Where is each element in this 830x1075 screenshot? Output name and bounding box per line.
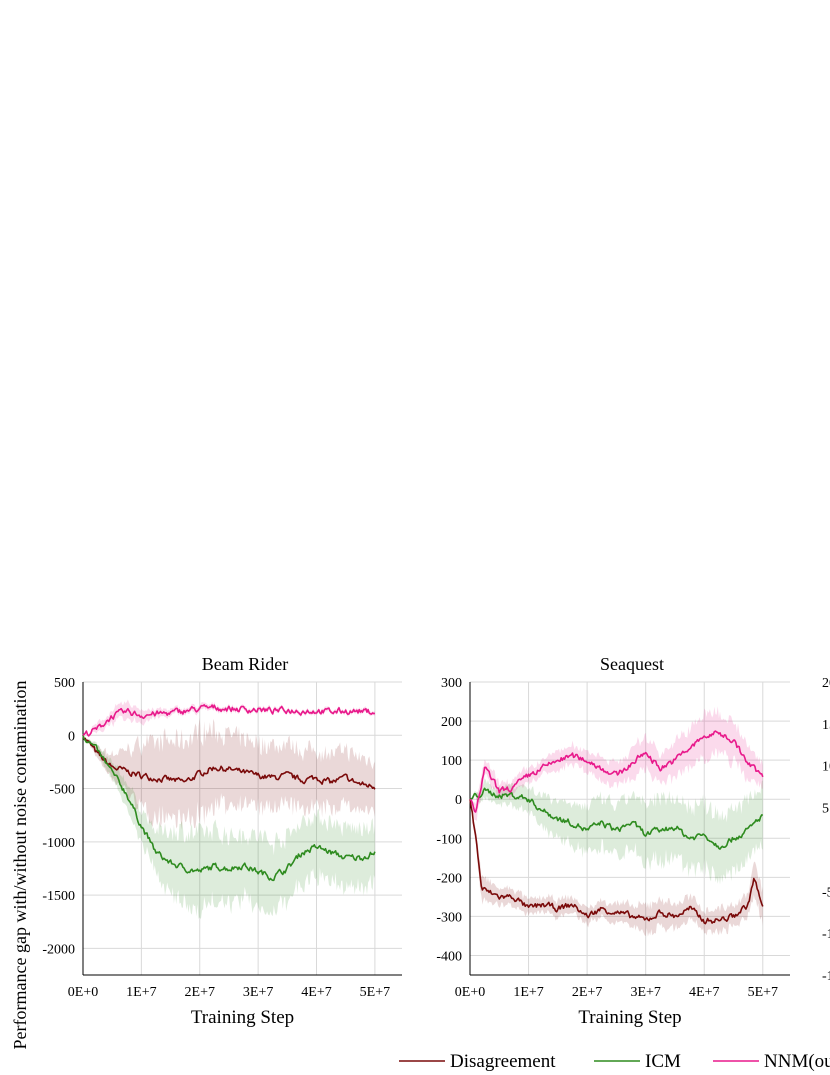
x-axis-label: Training Step: [191, 1007, 294, 1028]
y-tick-label: 0: [68, 729, 75, 744]
y-tick-label: -1000: [42, 836, 75, 851]
y-tick-label: -10: [822, 927, 830, 942]
chart-title: Seaquest: [600, 654, 664, 674]
y-tick-label: 5: [822, 802, 829, 817]
band-icm: [470, 778, 763, 885]
panel-beam-rider: 500 0 -500 -1000 -1500 -2000 0E+0 1E+7 2E+7 3E+7 4…: [42, 654, 402, 1028]
x-tick-label: 5E+7: [360, 985, 390, 1000]
series-line-icm: [469, 787, 763, 850]
x-tick-label: 4E+7: [301, 985, 331, 1000]
band-disagreement: [83, 717, 375, 830]
y-tick-label: -5: [822, 885, 830, 900]
series-line-disagreement: [469, 799, 764, 925]
y-axis-label: Performance gap with/without noise conta…: [10, 681, 30, 1050]
x-axis-label: Training Step: [578, 1007, 681, 1028]
legend-label-icm: ICM: [645, 1051, 681, 1072]
x-tick-label: 1E+7: [513, 985, 543, 1000]
x-tick-label: 4E+7: [689, 985, 719, 1000]
x-tick-label: 3E+7: [243, 985, 273, 1000]
y-tick-label: 20: [822, 676, 830, 691]
y-tick-label: -15: [822, 969, 830, 984]
chart-title: Beam Rider: [202, 654, 288, 674]
x-tick-label: 0E+0: [455, 985, 485, 1000]
x-tick-label: 3E+7: [630, 985, 660, 1000]
panel-third: 20 15 10 5 -5 -10 -15: [822, 676, 830, 984]
y-tick-label: 200: [441, 715, 462, 730]
legend: Disagreement ICM NNM(ou: [399, 1051, 830, 1072]
x-tick-label: 2E+7: [572, 985, 602, 1000]
y-tick-label: -300: [436, 910, 462, 925]
band-disagreement: [470, 799, 763, 937]
y-tick-label: -200: [436, 871, 462, 886]
x-tick-label: 2E+7: [185, 985, 215, 1000]
y-tick-label: -400: [436, 949, 462, 964]
y-tick-label: 300: [441, 676, 462, 691]
series-line-nnm-ou: [82, 704, 376, 737]
x-tick-label: 5E+7: [748, 985, 778, 1000]
series-line-disagreement: [82, 735, 376, 790]
series-line-nnm-ou: [469, 730, 764, 813]
legend-label-nnm: NNM(ou: [764, 1051, 830, 1072]
y-tick-label: -500: [49, 783, 75, 798]
y-tick-label: 500: [54, 676, 75, 691]
legend-label-disagreement: Disagreement: [450, 1051, 556, 1072]
x-tick-label: 0E+0: [68, 985, 98, 1000]
y-tick-label: 100: [441, 754, 462, 769]
y-tick-label: 10: [822, 760, 830, 775]
y-tick-label: -1500: [42, 889, 75, 904]
y-tick-label: 0: [455, 793, 462, 808]
y-tick-label: -2000: [42, 942, 75, 957]
y-tick-label: -100: [436, 832, 462, 847]
y-tick-label: 15: [822, 718, 830, 733]
series-line-icm: [82, 735, 376, 882]
x-tick-label: 1E+7: [126, 985, 156, 1000]
band-icm: [83, 735, 375, 920]
band-nnm-ou: [470, 706, 763, 821]
panel-seaquest: 300 200 100 0 -100 -200 -300 -400 0E+0 1E+7 2E+7 3E…: [436, 654, 790, 1028]
